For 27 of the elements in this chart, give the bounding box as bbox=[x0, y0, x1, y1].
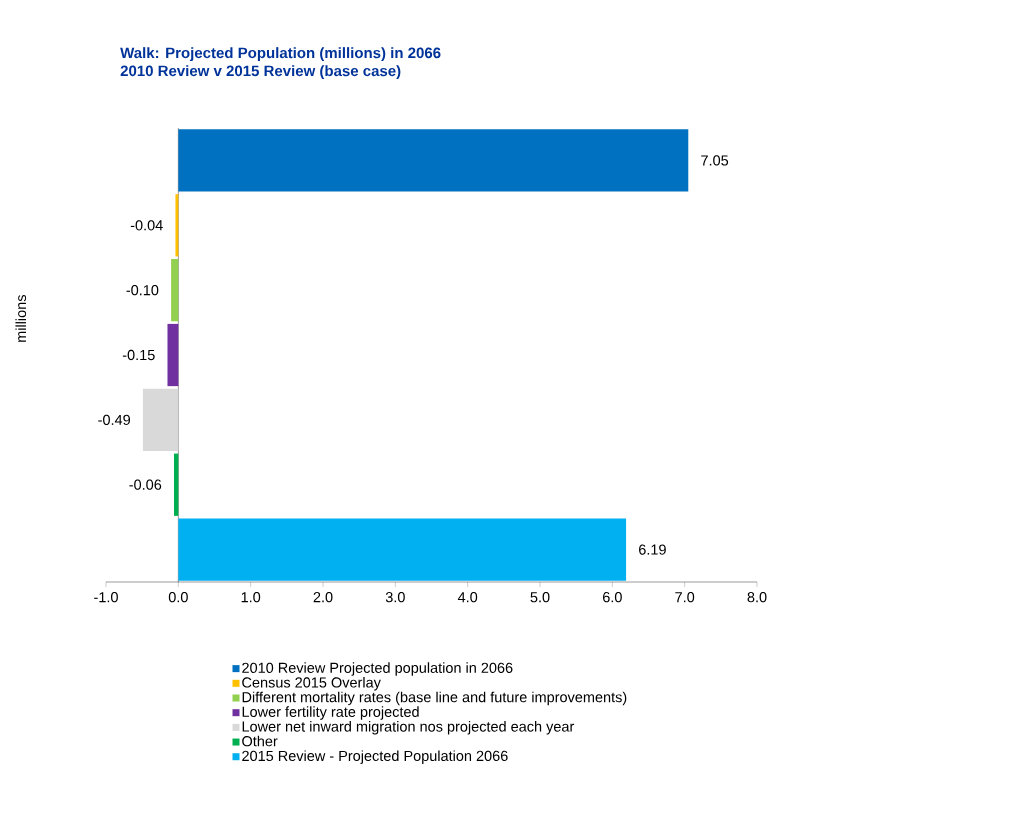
x-tick-label: 1.0 bbox=[241, 592, 261, 603]
x-tick-label: 5.0 bbox=[530, 592, 550, 603]
data-label: -0.49 bbox=[98, 414, 131, 425]
legend-label: 2010 Review Projected population in 2066 bbox=[242, 662, 513, 676]
x-tick-label: -1.0 bbox=[94, 592, 118, 603]
chart-subtitle: 2010 Review v 2015 Review (base case) bbox=[120, 65, 401, 80]
legend-label: Lower net inward migration nos projected each year bbox=[242, 721, 575, 735]
y-axis-title: millions bbox=[15, 295, 27, 342]
x-tick-label: 3.0 bbox=[385, 592, 405, 603]
data-label: -0.06 bbox=[129, 479, 162, 490]
x-tick-label: 2.0 bbox=[313, 592, 333, 603]
x-tick-label: 8.0 bbox=[747, 592, 767, 603]
legend-label: 2015 Review - Projected Population 2066 bbox=[242, 750, 508, 764]
legend-label: Other bbox=[242, 735, 278, 747]
x-tick-label: 0.0 bbox=[168, 592, 188, 603]
data-label: 6.19 bbox=[639, 544, 666, 555]
data-label: -0.04 bbox=[130, 220, 163, 231]
data-label: -0.10 bbox=[126, 285, 159, 296]
x-tick-label: 6.0 bbox=[603, 592, 622, 603]
legend-label: Lower fertility rate projected bbox=[242, 706, 419, 720]
data-label: -0.15 bbox=[122, 349, 155, 361]
chart-title: Walk: Projected Population (millions) in 2066 bbox=[120, 47, 441, 62]
legend-label: Different mortality rates (base line and future improvements) bbox=[242, 691, 627, 706]
legend-label: Census 2015 Overlay bbox=[242, 676, 381, 691]
x-tick-label: 7.0 bbox=[675, 592, 695, 603]
data-label: 7.05 bbox=[701, 155, 729, 166]
x-tick-label: 4.0 bbox=[457, 592, 478, 603]
